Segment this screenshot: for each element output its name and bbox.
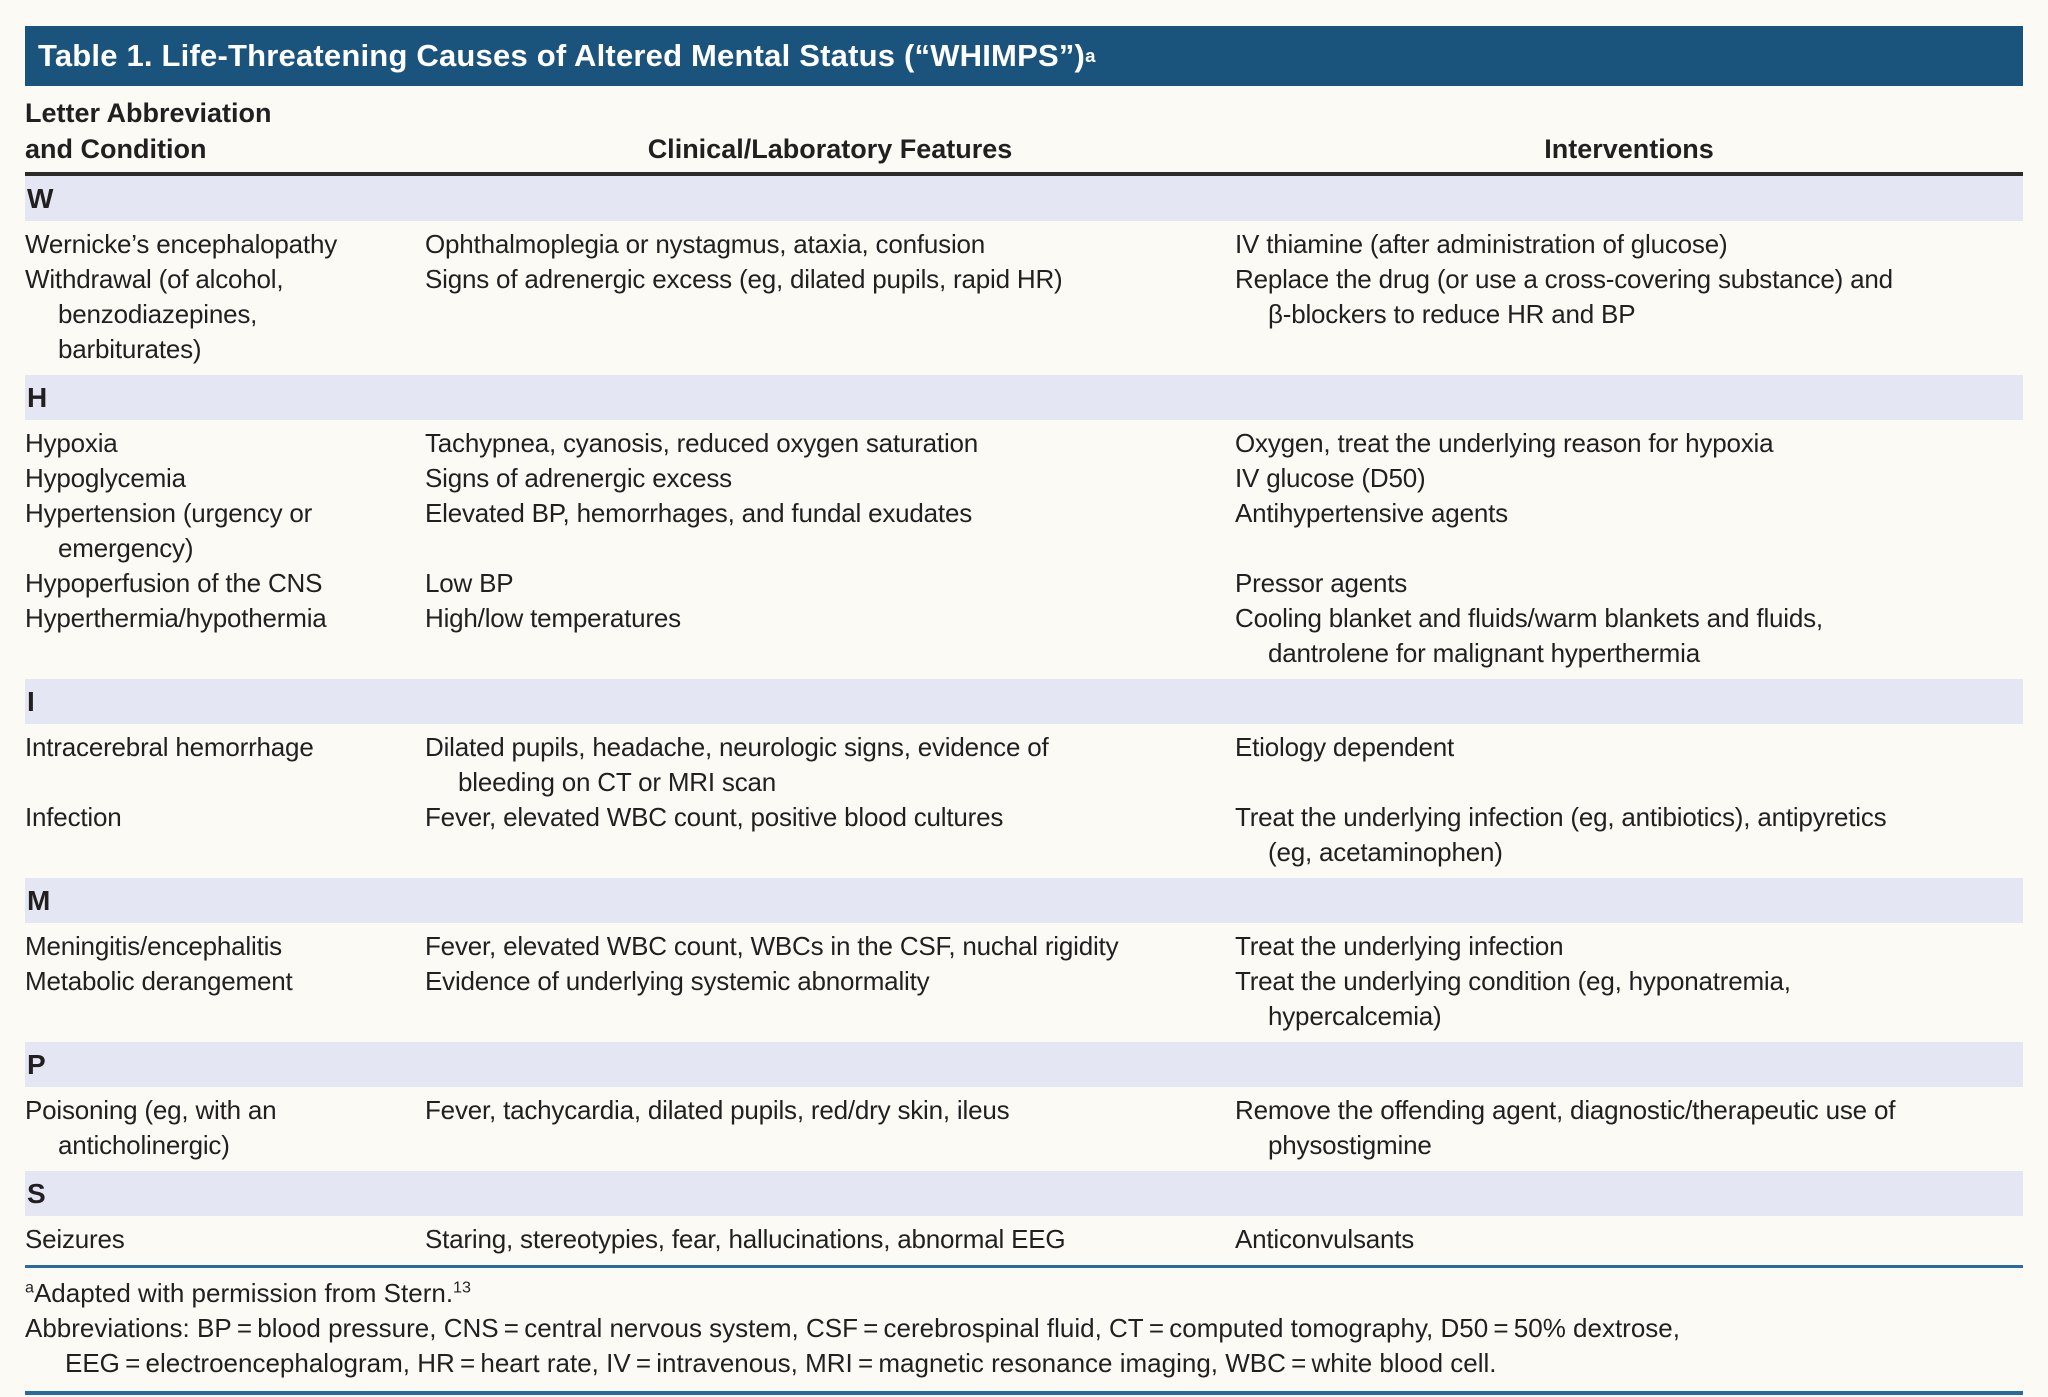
section-letter: S bbox=[27, 1177, 46, 1209]
table-row: Hypoperfusion of the CNS Low BP Pressor … bbox=[25, 566, 2023, 601]
table-row: Seizures Staring, stereotypies, fear, ha… bbox=[25, 1222, 2023, 1257]
features-cell: Tachypnea, cyanosis, reduced oxygen satu… bbox=[425, 428, 979, 458]
table-title: Table 1. Life-Threatening Causes of Alte… bbox=[38, 38, 1086, 73]
column-header-row: Letter Abbreviation and Condition Clinic… bbox=[25, 86, 2023, 172]
interventions-cell: Etiology dependent bbox=[1235, 732, 1455, 762]
condition-cell: Hypoxia bbox=[25, 428, 118, 458]
header-rule bbox=[25, 172, 2023, 176]
features-cell: Signs of adrenergic excess bbox=[425, 463, 732, 493]
table-row: Poisoning (eg, with an anticholinergic) … bbox=[25, 1093, 2023, 1163]
section-letter: M bbox=[27, 884, 51, 916]
condition-cell: Hyperthermia/hypothermia bbox=[25, 603, 327, 633]
condition-cell: Wernicke’s encephalopathy bbox=[25, 229, 338, 259]
bottom-rule bbox=[25, 1391, 2023, 1395]
condition-cell: Meningitis/encephalitis bbox=[25, 931, 282, 961]
features-cell: High/low temperatures bbox=[425, 603, 681, 633]
section-s: S Seizures Staring, stereotypies, fear, … bbox=[25, 1171, 2023, 1265]
table-row: Hypoxia Tachypnea, cyanosis, reduced oxy… bbox=[25, 426, 2023, 461]
features-cell: Elevated BP, hemorrhages, and fundal exu… bbox=[425, 498, 973, 528]
section-h: H Hypoxia Tachypnea, cyanosis, reduced o… bbox=[25, 375, 2023, 679]
footnote-marker: a bbox=[25, 1278, 34, 1297]
section-w: W Wernicke’s encephalopathy Ophthalmople… bbox=[25, 176, 2023, 375]
abbreviations-line-1: Abbreviations: BP = blood pressure, CNS … bbox=[25, 1313, 1680, 1343]
column-header-condition: Letter Abbreviation and Condition bbox=[25, 98, 272, 164]
table-row: Meningitis/encephalitis Fever, elevated … bbox=[25, 929, 2023, 964]
condition-cell: Hypoglycemia bbox=[25, 463, 186, 493]
table-row: Wernicke’s encephalopathy Ophthalmoplegi… bbox=[25, 227, 2023, 262]
table-title-bar: Table 1. Life-Threatening Causes of Alte… bbox=[25, 26, 2023, 86]
section-letter-band: H bbox=[25, 375, 2023, 420]
features-cell: Low BP bbox=[425, 568, 514, 598]
interventions-cell: IV thiamine (after administration of glu… bbox=[1235, 229, 1728, 259]
interventions-cell: IV glucose (D50) bbox=[1235, 463, 1426, 493]
footnote-adapted: aAdapted with permission from Stern.13 bbox=[25, 1276, 2023, 1311]
section-i: I Intracerebral hemorrhage Dilated pupil… bbox=[25, 679, 2023, 878]
table-row: Hyperthermia/hypothermia High/low temper… bbox=[25, 601, 2023, 671]
interventions-cell: Treat the underlying infection (eg, anti… bbox=[1235, 802, 1887, 867]
interventions-cell: Pressor agents bbox=[1235, 568, 1408, 598]
footnotes: aAdapted with permission from Stern.13 A… bbox=[25, 1268, 2023, 1391]
condition-cell: Poisoning (eg, with an anticholinergic) bbox=[25, 1095, 277, 1160]
table-row: Withdrawal (of alcohol, benzodiazepines,… bbox=[25, 262, 2023, 367]
section-letter-band: W bbox=[25, 176, 2023, 221]
interventions-cell: Antihypertensive agents bbox=[1235, 498, 1508, 528]
section-letter-band: P bbox=[25, 1042, 2023, 1087]
condition-cell: Seizures bbox=[25, 1224, 125, 1254]
interventions-cell: Treat the underlying infection bbox=[1235, 931, 1564, 961]
condition-cell: Infection bbox=[25, 802, 122, 832]
section-letter: W bbox=[27, 182, 54, 214]
section-letter: H bbox=[27, 381, 48, 413]
column-header-interventions: Interventions bbox=[1544, 134, 1714, 164]
section-letter-band: M bbox=[25, 878, 2023, 923]
interventions-cell: Remove the offending agent, diagnostic/t… bbox=[1235, 1095, 1896, 1160]
features-cell: Fever, tachycardia, dilated pupils, red/… bbox=[425, 1095, 1010, 1125]
interventions-cell: Replace the drug (or use a cross-coverin… bbox=[1235, 264, 1893, 329]
condition-cell: Hypoperfusion of the CNS bbox=[25, 568, 323, 598]
features-cell: Fever, elevated WBC count, positive bloo… bbox=[425, 802, 1004, 832]
interventions-cell: Cooling blanket and fluids/warm blankets… bbox=[1235, 603, 1823, 668]
condition-cell: Metabolic derangement bbox=[25, 966, 293, 996]
table-row: Infection Fever, elevated WBC count, pos… bbox=[25, 800, 2023, 870]
condition-cell: Withdrawal (of alcohol, benzodiazepines,… bbox=[25, 264, 284, 364]
abbreviations-line-2: EEG = electroencephalogram, HR = heart r… bbox=[65, 1348, 1497, 1378]
footnote-reference-number: 13 bbox=[453, 1278, 471, 1297]
section-letter: I bbox=[27, 685, 35, 717]
column-header-features: Clinical/Laboratory Features bbox=[647, 134, 1013, 164]
section-letter-band: I bbox=[25, 679, 2023, 724]
interventions-cell: Anticonvulsants bbox=[1235, 1224, 1415, 1254]
features-cell: Fever, elevated WBC count, WBCs in the C… bbox=[425, 931, 1119, 961]
interventions-cell: Treat the underlying condition (eg, hypo… bbox=[1235, 966, 1791, 1031]
footnote-text: Adapted with permission from Stern. bbox=[33, 1278, 454, 1308]
table-row: Metabolic derangement Evidence of underl… bbox=[25, 964, 2023, 1034]
features-cell: Signs of adrenergic excess (eg, dilated … bbox=[425, 264, 1063, 294]
section-p: P Poisoning (eg, with an anticholinergic… bbox=[25, 1042, 2023, 1171]
features-cell: Dilated pupils, headache, neurologic sig… bbox=[425, 732, 1049, 797]
table-row: Intracerebral hemorrhage Dilated pupils,… bbox=[25, 730, 2023, 800]
interventions-cell: Oxygen, treat the underlying reason for … bbox=[1235, 428, 1774, 458]
table-row: Hypoglycemia Signs of adrenergic excess … bbox=[25, 461, 2023, 496]
section-letter: P bbox=[27, 1048, 46, 1080]
features-cell: Staring, stereotypies, fear, hallucinati… bbox=[425, 1224, 1066, 1254]
features-cell: Ophthalmoplegia or nystagmus, ataxia, co… bbox=[425, 229, 986, 259]
section-letter-band: S bbox=[25, 1171, 2023, 1216]
footnote-top-rule bbox=[25, 1265, 2023, 1268]
table-row: Hypertension (urgency or emergency) Elev… bbox=[25, 496, 2023, 566]
condition-cell: Intracerebral hemorrhage bbox=[25, 732, 314, 762]
section-m: M Meningitis/encephalitis Fever, elevate… bbox=[25, 878, 2023, 1042]
features-cell: Evidence of underlying systemic abnormal… bbox=[425, 966, 930, 996]
table-figure: Table 1. Life-Threatening Causes of Alte… bbox=[25, 0, 2023, 1395]
condition-cell: Hypertension (urgency or emergency) bbox=[25, 498, 313, 563]
